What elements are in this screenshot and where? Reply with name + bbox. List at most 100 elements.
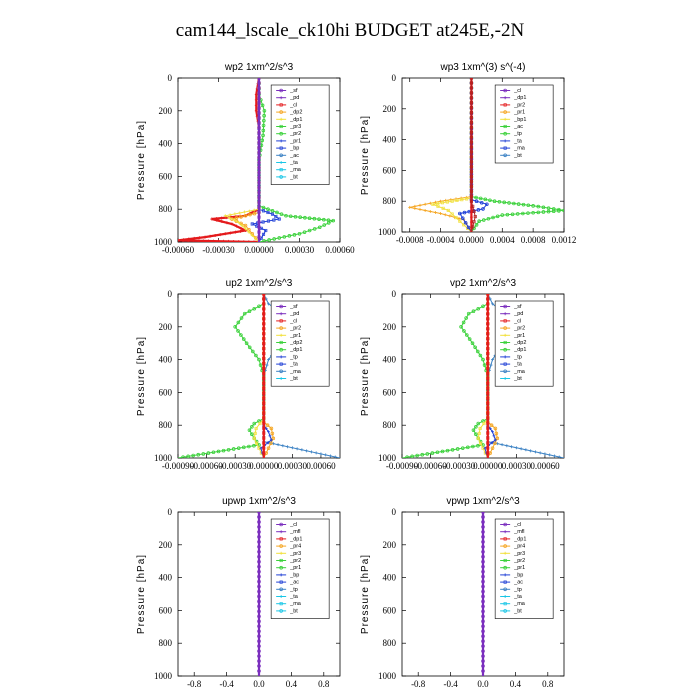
series-marker <box>181 238 185 242</box>
legend-label: _bt <box>513 376 522 382</box>
series-marker <box>471 444 475 449</box>
series-marker <box>512 201 516 206</box>
series-line-bp1 <box>470 78 564 232</box>
series-marker <box>257 515 261 519</box>
series-marker <box>440 449 445 454</box>
legend-marker <box>503 377 507 380</box>
series-marker <box>548 453 552 457</box>
y-tick-label: 1000 <box>378 453 397 463</box>
series-marker <box>257 579 261 584</box>
series-marker <box>460 216 465 220</box>
series-marker <box>239 215 243 219</box>
series-marker <box>460 446 465 450</box>
series-marker <box>486 446 490 450</box>
series-marker <box>281 444 285 448</box>
x-tick-label: 0.8 <box>318 679 330 689</box>
x-tick-label: -0.8 <box>411 679 426 689</box>
legend-label: _cl <box>289 522 297 528</box>
series-marker <box>225 221 229 225</box>
legend-label: _ac <box>289 153 299 159</box>
series-marker <box>413 206 417 210</box>
series-marker <box>486 451 490 455</box>
series-marker <box>486 312 490 316</box>
series-marker <box>247 230 251 234</box>
panel-3: vp2 1xm^2/s^3 Pressure [hPa] 0 200 400 600 800… <box>360 278 565 471</box>
series-marker <box>257 101 261 105</box>
series-marker <box>254 237 258 241</box>
panel-title: wp3 1xm^(3) s^(-4) <box>440 62 526 73</box>
legend-marker <box>503 110 507 114</box>
y-tick-label: 800 <box>383 638 397 648</box>
series-marker <box>262 436 266 440</box>
series-marker <box>257 210 261 214</box>
series-group <box>257 512 261 676</box>
panel-5: vpwp 1xm^2/s^3 Pressure [hPa] 0 200 400 600 80… <box>360 496 565 689</box>
series-marker <box>473 215 477 219</box>
legend-marker <box>503 595 507 598</box>
legend-label: _pr1 <box>513 333 525 339</box>
series-marker <box>486 342 490 346</box>
series-marker <box>270 431 275 436</box>
series-marker <box>314 451 318 455</box>
series-marker <box>239 316 244 320</box>
x-tick-label: -0.00060 <box>162 245 195 255</box>
series-marker <box>257 141 261 145</box>
series-marker <box>469 115 473 119</box>
legend-label: _pr2 <box>289 131 301 137</box>
legend-marker <box>279 347 283 352</box>
y-tick-label: 400 <box>383 573 397 583</box>
series-marker <box>469 194 473 198</box>
series-marker <box>267 358 271 362</box>
series-marker <box>541 210 546 214</box>
series-marker <box>271 436 276 441</box>
series-marker <box>233 212 237 216</box>
y-axis-label: Pressure [hPa] <box>360 336 371 416</box>
series-marker <box>510 445 514 449</box>
series-marker <box>474 432 478 437</box>
series-marker <box>257 91 261 95</box>
series-marker <box>240 224 244 228</box>
series-marker <box>481 574 485 579</box>
series-marker <box>262 441 266 445</box>
legend-label: _pr4 <box>289 544 301 550</box>
series-marker <box>187 237 191 241</box>
series-marker <box>469 96 473 100</box>
legend-label: _bp <box>289 146 299 152</box>
series-marker <box>476 443 480 448</box>
series-marker <box>252 306 257 311</box>
series-marker <box>491 358 495 362</box>
legend-label: _cl <box>289 102 297 108</box>
series-marker <box>260 103 265 108</box>
series-marker <box>486 332 490 336</box>
series-marker <box>257 669 261 673</box>
series-marker <box>251 349 255 354</box>
legend: _cl_mfl_dp1_pr4_pr3_pr2_pr1_bp_ac_tp_ta_… <box>270 518 330 619</box>
series-marker <box>265 423 270 428</box>
y-tick-label: 200 <box>383 322 397 332</box>
series-marker <box>481 559 485 564</box>
series-marker <box>478 426 482 431</box>
series-marker <box>269 441 273 446</box>
series-marker <box>257 357 261 362</box>
series-marker <box>262 118 266 123</box>
series-marker <box>257 304 261 309</box>
series-marker <box>469 110 473 115</box>
x-tick-label: -0.00030 <box>202 245 235 255</box>
series-marker <box>257 639 261 644</box>
series-marker <box>546 206 551 210</box>
series-marker <box>312 216 317 221</box>
legend-label: _pr4 <box>513 544 525 550</box>
series-marker <box>238 211 242 215</box>
legend-marker <box>503 573 507 577</box>
series-marker <box>469 215 473 219</box>
series-marker <box>208 234 212 238</box>
legend-marker <box>279 146 283 150</box>
series-marker <box>497 199 502 204</box>
series-marker <box>238 229 242 233</box>
series-marker <box>262 317 266 321</box>
series-marker <box>312 227 317 231</box>
series-marker <box>307 216 312 221</box>
series-marker <box>233 324 237 329</box>
series-marker <box>258 363 263 367</box>
series-marker <box>247 444 251 449</box>
